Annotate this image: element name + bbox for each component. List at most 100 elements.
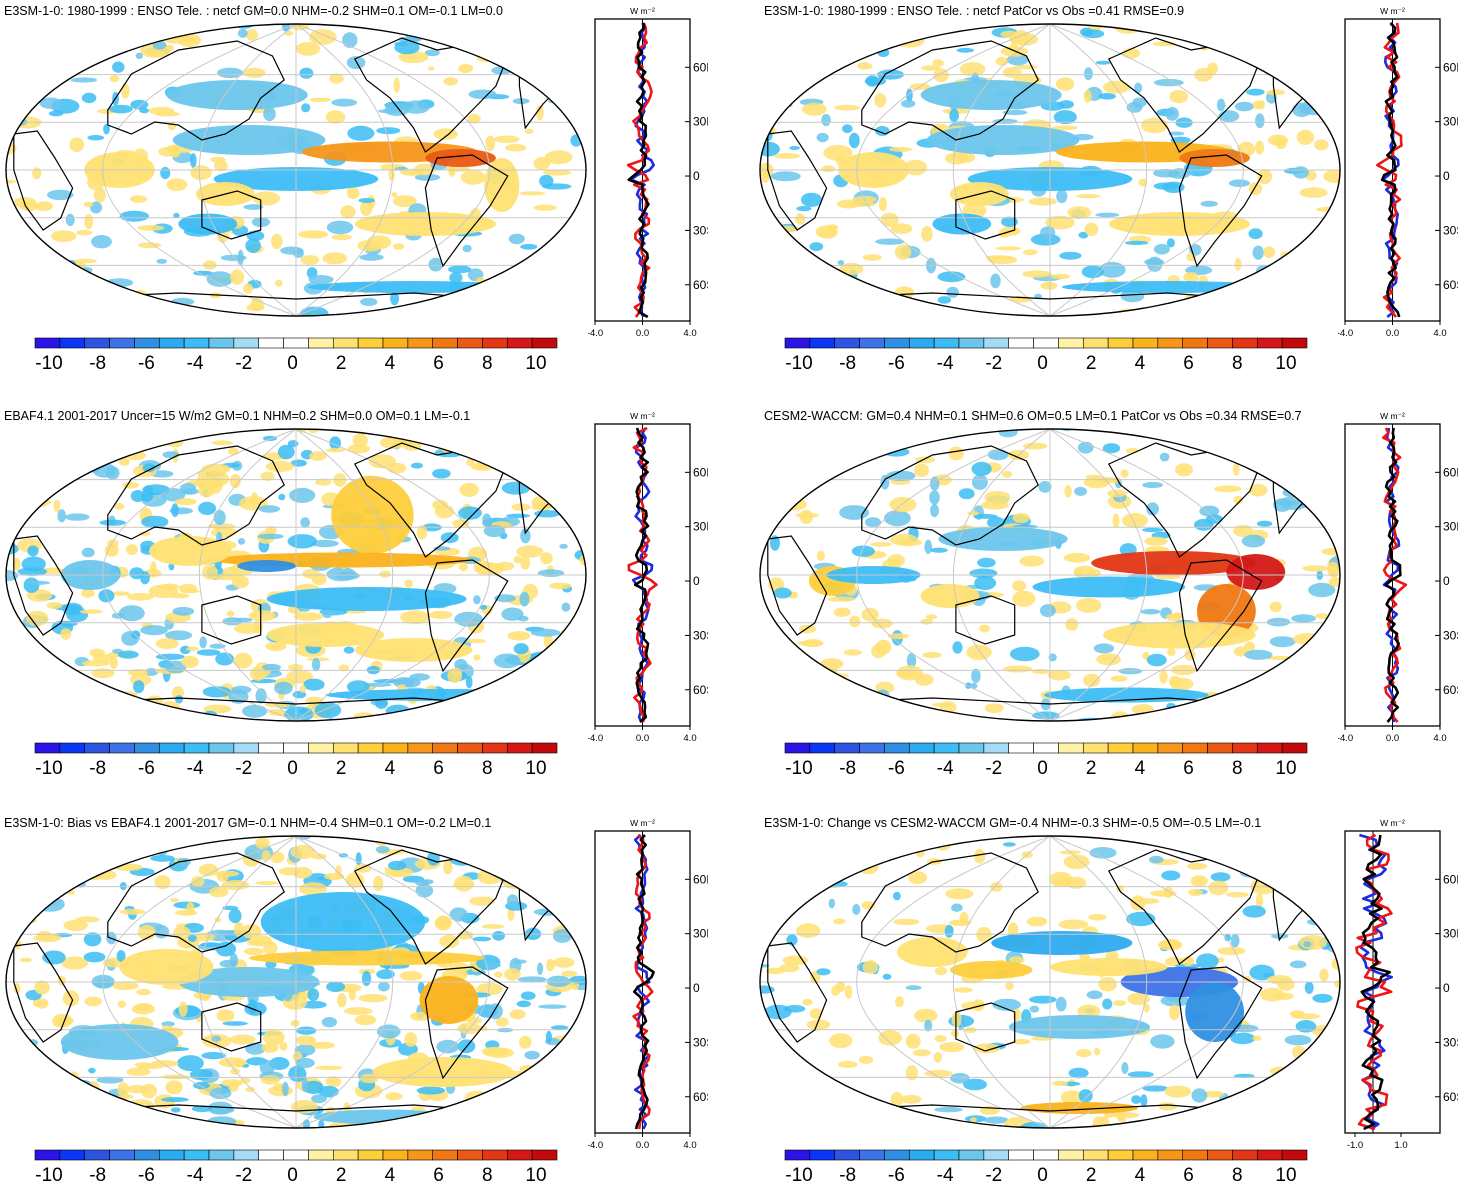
anomaly-speckle xyxy=(140,625,168,636)
anomaly-speckle xyxy=(518,1035,532,1049)
anomaly-speckle xyxy=(175,909,198,916)
anomaly-speckle xyxy=(252,191,281,206)
anomaly-speckle xyxy=(21,887,51,902)
anomaly-speckle xyxy=(1051,125,1078,131)
anomaly-speckle xyxy=(26,429,36,436)
anomaly-speckle xyxy=(1040,226,1056,239)
colorbar-tick-label: -6 xyxy=(888,758,905,779)
anomaly-speckle xyxy=(500,848,509,857)
anomaly-speckle xyxy=(278,493,286,501)
anomaly-speckle xyxy=(1063,854,1090,870)
panel-title: CESM2-WACCM: GM=0.4 NHM=0.1 SHM=0.6 OM=0… xyxy=(764,409,1302,423)
anomaly-speckle xyxy=(295,1057,315,1069)
anomaly-speckle xyxy=(1083,673,1101,687)
anomaly-region xyxy=(325,689,561,701)
anomaly-speckle xyxy=(358,198,376,203)
anomaly-speckle xyxy=(93,187,106,203)
anomaly-speckle xyxy=(1258,99,1265,110)
anomaly-speckle xyxy=(13,848,29,859)
anomaly-speckle xyxy=(849,615,861,628)
profile-series-line xyxy=(1375,22,1403,318)
anomaly-speckle xyxy=(448,265,472,274)
anomaly-speckle xyxy=(545,1030,553,1044)
anomaly-speckle xyxy=(61,436,88,443)
anomaly-speckle xyxy=(181,655,199,668)
anomaly-speckle xyxy=(379,570,391,578)
colorbar-swatch xyxy=(183,337,210,349)
anomaly-speckle xyxy=(1155,715,1184,721)
colorbar-swatch xyxy=(506,742,533,754)
lat-tick-label: 0 xyxy=(693,169,700,183)
anomaly-speckle xyxy=(190,153,197,168)
anomaly-speckle xyxy=(144,839,160,845)
anomaly-speckle xyxy=(820,658,844,670)
anomaly-speckle xyxy=(12,557,21,571)
colorbar-swatch xyxy=(933,742,960,754)
lat-tick-label: 30N xyxy=(1443,115,1458,129)
anomaly-speckle xyxy=(76,54,101,60)
anomaly-speckle xyxy=(1303,941,1312,948)
anomaly-speckle xyxy=(325,1076,342,1087)
anomaly-speckle xyxy=(1194,518,1214,531)
colorbar-swatch xyxy=(482,1149,508,1161)
anomaly-speckle xyxy=(761,111,770,127)
colorbar-swatch xyxy=(1207,337,1233,349)
anomaly-speckle xyxy=(61,956,89,970)
colorbar-swatch xyxy=(859,742,885,754)
colorbar-tick-label: -10 xyxy=(35,758,62,779)
anomaly-speckle xyxy=(217,67,244,79)
anomaly-speckle xyxy=(520,991,536,1000)
anomaly-speckle xyxy=(1146,502,1159,516)
anomaly-speckle xyxy=(1144,536,1168,546)
anomaly-speckle xyxy=(563,899,586,908)
anomaly-speckle xyxy=(1271,847,1296,863)
anomaly-speckle xyxy=(900,1094,922,1104)
anomaly-speckle xyxy=(231,685,252,694)
anomaly-speckle xyxy=(80,836,98,847)
anomaly-speckle xyxy=(196,649,221,656)
colorbar-swatch xyxy=(1281,1149,1308,1161)
anomaly-speckle xyxy=(561,657,570,665)
anomaly-speckle xyxy=(141,515,169,529)
anomaly-speckle xyxy=(201,564,218,580)
anomaly-speckle xyxy=(816,836,833,844)
anomaly-speckle xyxy=(69,271,91,276)
anomaly-speckle xyxy=(1005,981,1014,991)
anomaly-speckle xyxy=(97,437,107,452)
colorbar-swatch xyxy=(834,742,860,754)
colorbar-swatch xyxy=(258,1149,284,1161)
anomaly-speckle xyxy=(55,272,64,285)
anomaly-speckle xyxy=(260,1075,280,1085)
anomaly-speckle xyxy=(6,447,25,461)
anomaly-speckle xyxy=(46,58,73,64)
anomaly-speckle xyxy=(556,429,569,445)
anomaly-speckle xyxy=(998,429,1018,438)
colorbar-swatch xyxy=(1182,337,1208,349)
anomaly-speckle xyxy=(69,45,99,55)
anomaly-speckle xyxy=(961,1001,984,1010)
colorbar-tick-label: 6 xyxy=(1183,758,1194,779)
colorbar-swatch xyxy=(531,1149,558,1161)
coastline xyxy=(955,595,1016,645)
anomaly-speckle xyxy=(494,971,503,978)
anomaly-speckle xyxy=(265,460,294,472)
anomaly-speckle xyxy=(763,911,775,920)
anomaly-speckle xyxy=(96,1076,124,1084)
anomaly-speckle xyxy=(290,844,316,860)
anomaly-speckle xyxy=(506,446,520,462)
anomaly-speckle xyxy=(760,715,771,721)
anomaly-speckle xyxy=(43,715,62,721)
anomaly-speckle xyxy=(1169,675,1181,688)
anomaly-speckle xyxy=(1083,475,1110,489)
anomaly-speckle xyxy=(782,955,809,966)
anomaly-speckle xyxy=(228,908,242,924)
zonal-mean-profile: W m⁻²60N30N030S60S-4.00.04.0 xyxy=(588,6,708,339)
anomaly-speckle xyxy=(416,1086,446,1095)
anomaly-speckle xyxy=(23,577,40,593)
anomaly-speckle xyxy=(126,544,138,555)
anomaly-speckle xyxy=(899,429,921,434)
anomaly-speckle xyxy=(459,482,479,497)
profile-series-line xyxy=(627,22,650,319)
anomaly-speckle xyxy=(967,511,980,516)
anomaly-speckle xyxy=(191,876,205,888)
